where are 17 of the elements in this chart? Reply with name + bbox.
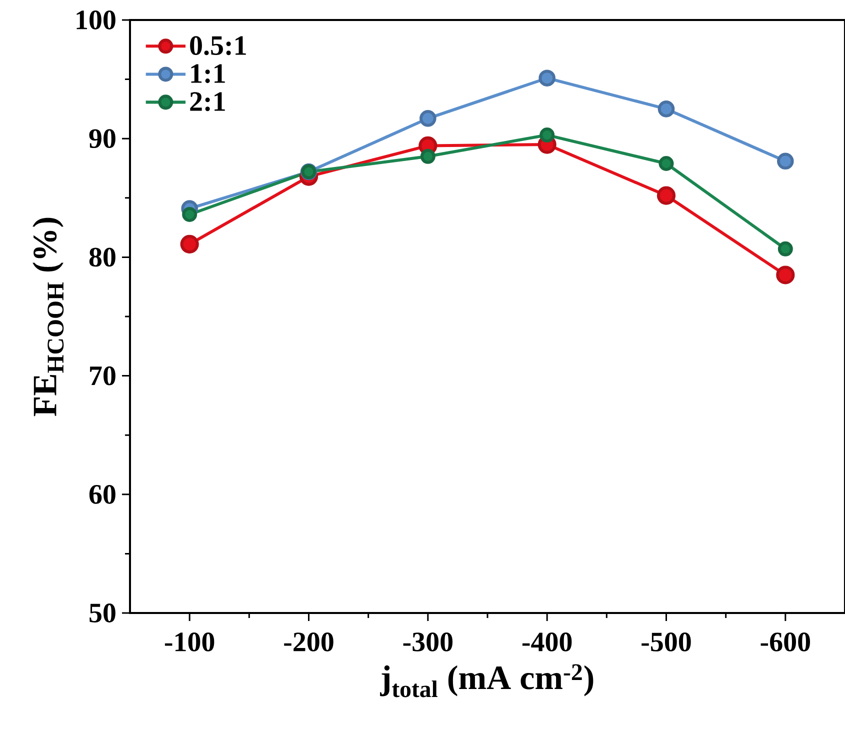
y-tick-label: 80 <box>89 248 116 267</box>
y-tick-label: 90 <box>89 129 116 148</box>
legend-label: 2:1 <box>190 92 225 112</box>
x-tick-label: -400 <box>522 632 572 652</box>
y-tick-label: 60 <box>89 484 116 504</box>
y-tick-label: 70 <box>90 366 116 386</box>
x-tick-label: -200 <box>284 632 334 652</box>
legend-label: 1:1 <box>191 64 225 84</box>
x-tick-label: -500 <box>642 632 691 652</box>
y-axis-title: FE$_{HCOOH}$ (%) <box>32 218 64 416</box>
x-axis-title: j$_{total}$ (mA cm$^{-2}$) <box>380 664 594 698</box>
x-tick-label: -300 <box>403 632 453 652</box>
y-tick-label: 50 <box>90 604 116 622</box>
x-tick-label: -600 <box>760 632 810 652</box>
x-tick-label: -100 <box>164 632 214 652</box>
y-tick-label: 100 <box>76 10 116 30</box>
legend-label: 0.5:1 <box>190 36 246 56</box>
